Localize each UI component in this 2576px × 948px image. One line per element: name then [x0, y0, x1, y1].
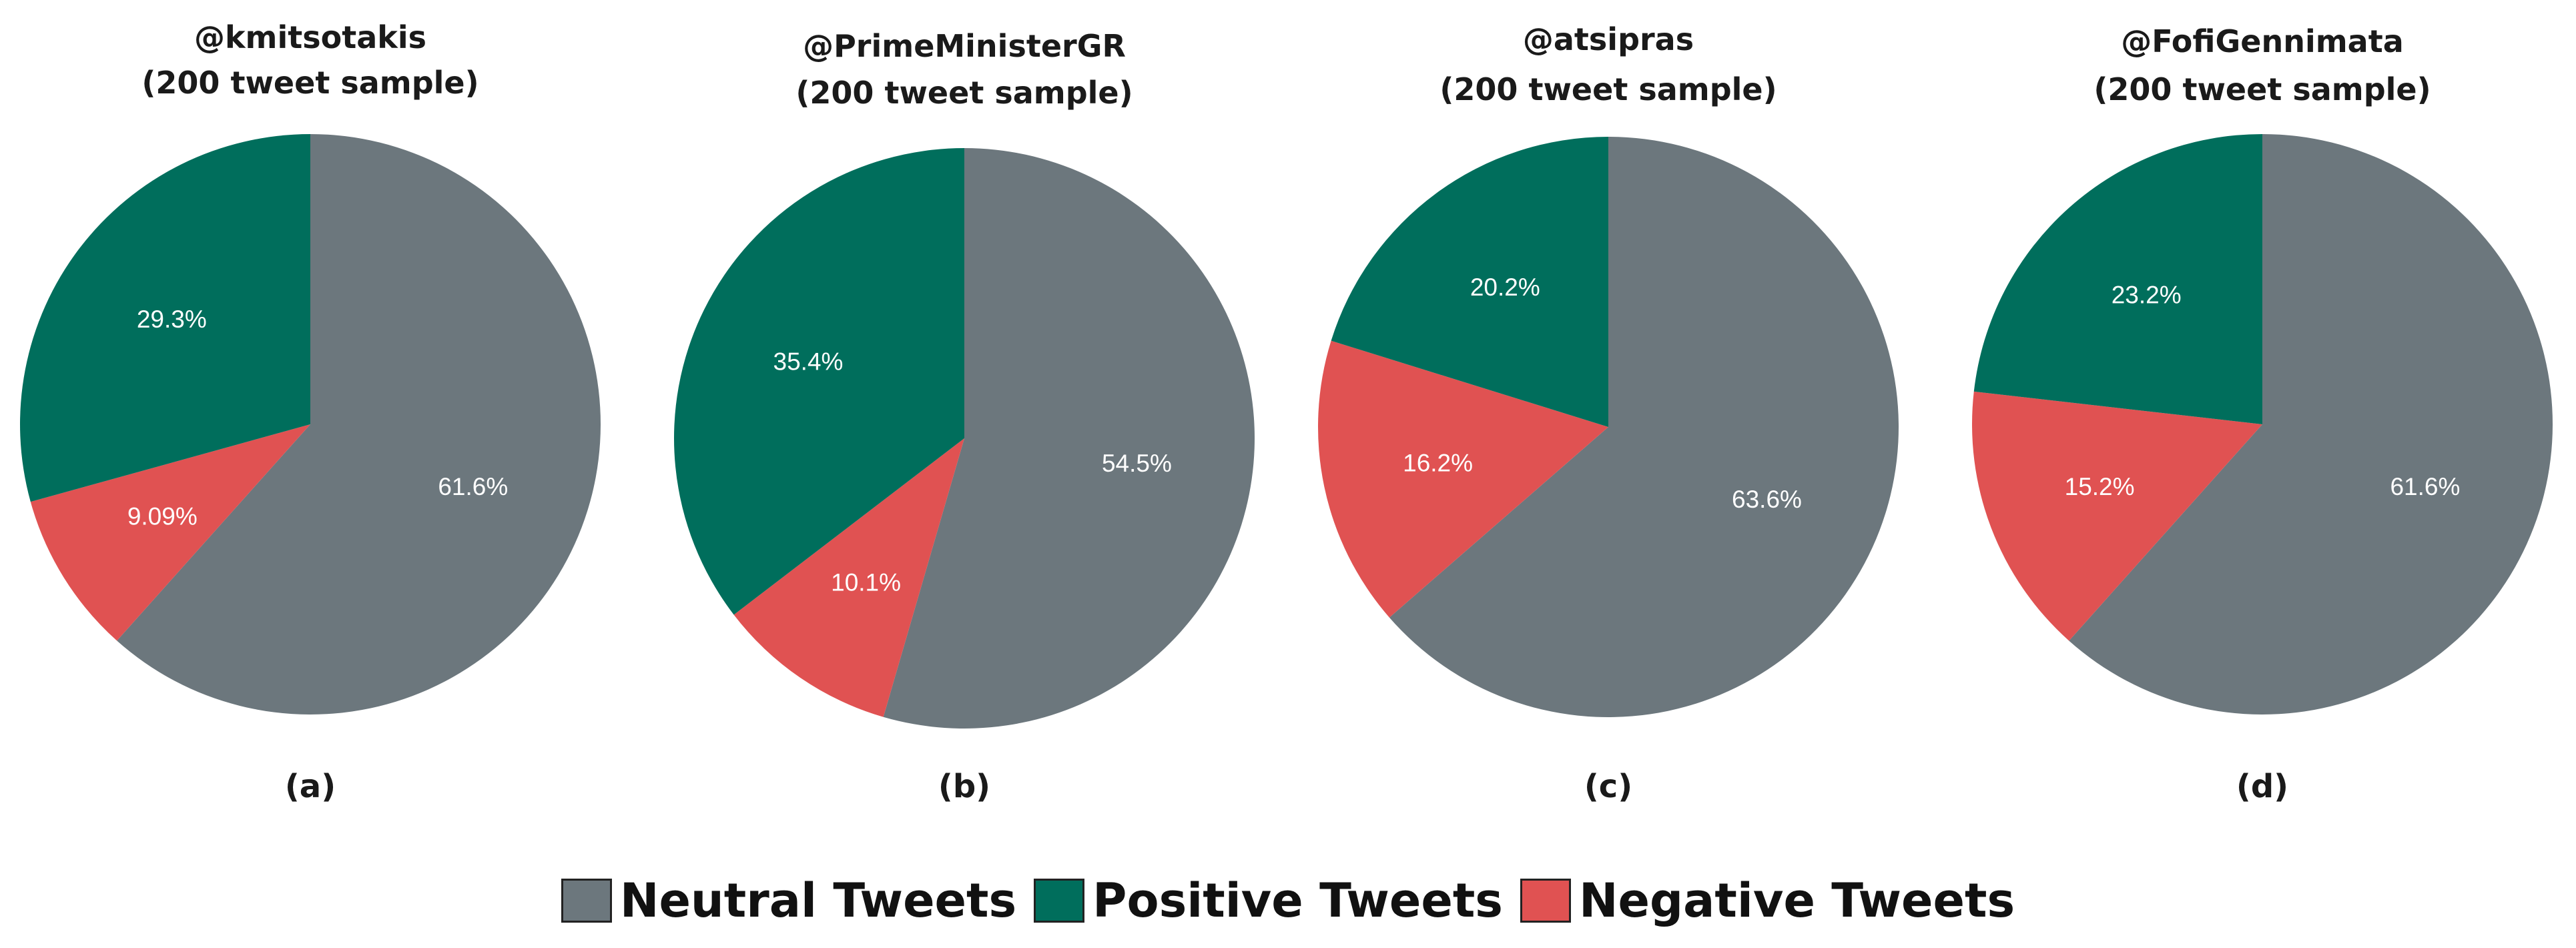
pie-title-c: @atsipras	[1523, 21, 1694, 57]
pie-panel-d: @FofiGennimata (200 tweet sample) 61.6% 15.…	[1972, 23, 2553, 805]
pie-slice-d-positive	[1973, 134, 2262, 424]
pie-label-a-neutral: 61.6%	[438, 473, 508, 500]
pie-slice-d-neutral	[2069, 133, 2553, 715]
pie-caption-d: (d)	[2236, 768, 2288, 805]
pie-title-b: @PrimeMinisterGR	[803, 28, 1126, 64]
pie-label-c-positive: 20.2%	[1470, 274, 1540, 301]
pie-title-a: @kmitsotakis	[194, 19, 426, 55]
pie-slice-b-positive	[673, 147, 964, 615]
pie-label-a-positive: 29.3%	[137, 306, 207, 333]
pie-subtitle-d: (200 tweet sample)	[2094, 71, 2431, 107]
pie-label-a-negative: 9.09%	[127, 503, 198, 530]
chart-legend: Neutral Tweets Positive Tweets Negative …	[0, 867, 2576, 934]
pie-slice-a-positive	[19, 134, 310, 502]
pie-slice-a-neutral	[117, 134, 601, 715]
pie-slice-d-negative	[1972, 391, 2262, 641]
pie-caption-a: (a)	[285, 768, 336, 805]
pie-label-c-neutral: 63.6%	[1732, 486, 1802, 513]
legend-label-positive: Positive Tweets	[1092, 873, 1503, 928]
pie-subtitle-c: (200 tweet sample)	[1439, 71, 1777, 107]
pie-label-d-neutral: 61.6%	[2390, 473, 2460, 500]
pie-label-d-negative: 15.2%	[2065, 473, 2135, 500]
pie-slice-c-neutral	[1389, 137, 1899, 717]
pie-panel-a: @kmitsotakis (200 tweet sample) 61.6% 9.09%…	[19, 19, 601, 805]
legend-item-neutral: Neutral Tweets	[561, 873, 1016, 928]
pie-title-d: @FofiGennimata	[2121, 23, 2403, 59]
pie-label-c-negative: 16.2%	[1403, 450, 1473, 477]
pie-slice-b-negative	[733, 438, 964, 717]
legend-swatch-negative	[1520, 879, 1571, 923]
legend-item-negative: Negative Tweets	[1520, 873, 2015, 928]
pie-slice-c-positive	[1331, 137, 1608, 427]
pie-slice-b-neutral	[883, 148, 1255, 729]
pie-panel-c: @atsipras (200 tweet sample) 63.6% 16.2% 20.…	[1317, 21, 1899, 805]
pie-subtitle-a: (200 tweet sample)	[141, 65, 478, 101]
pie-caption-b: (b)	[938, 768, 990, 805]
legend-item-positive: Positive Tweets	[1034, 873, 1503, 928]
legend-label-negative: Negative Tweets	[1578, 873, 2015, 928]
pie-label-b-positive: 35.4%	[773, 348, 844, 375]
legend-swatch-neutral	[561, 879, 612, 923]
pie-label-d-positive: 23.2%	[2112, 281, 2182, 308]
legend-swatch-positive	[1034, 879, 1085, 923]
pie-label-b-neutral: 54.5%	[1102, 450, 1172, 477]
pie-slice-c-negative	[1317, 340, 1608, 618]
pie-slice-a-negative	[30, 424, 311, 641]
pie-subtitle-b: (200 tweet sample)	[795, 75, 1133, 111]
legend-label-neutral: Neutral Tweets	[619, 873, 1017, 928]
pie-caption-c: (c)	[1584, 768, 1632, 805]
pie-label-b-negative: 10.1%	[831, 568, 901, 596]
pie-panel-b: @PrimeMinisterGR (200 tweet sample) 54.5% 1…	[673, 28, 1255, 805]
